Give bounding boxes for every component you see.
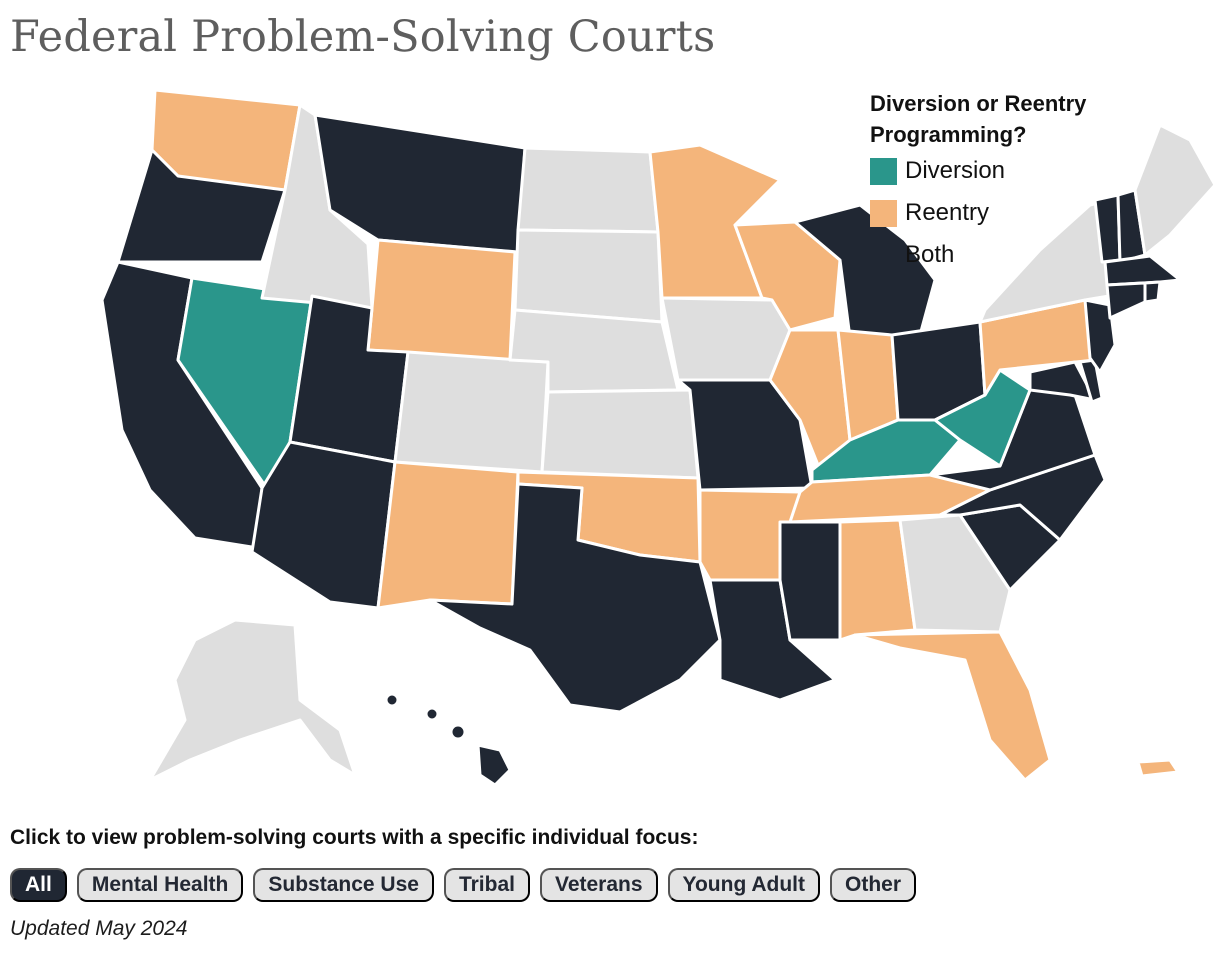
filter-button-substance-use[interactable]: Substance Use <box>253 868 434 902</box>
state-florida[interactable] <box>853 630 1052 782</box>
state-kansas[interactable] <box>540 388 700 480</box>
legend-item-both: Both <box>870 234 1170 276</box>
legend-label-reentry: Reentry <box>905 199 990 226</box>
legend-swatch-both <box>870 241 897 269</box>
updated-note: Updated May 2024 <box>10 917 188 940</box>
state-hawaii[interactable] <box>476 743 512 787</box>
state-rhode-island[interactable] <box>1143 280 1162 304</box>
state-maryland[interactable] <box>1028 360 1097 402</box>
state-puerto-rico[interactable] <box>1136 758 1180 778</box>
state-north-dakota[interactable] <box>516 146 660 234</box>
state-new-mexico[interactable] <box>376 460 520 610</box>
filter-button-young-adult[interactable]: Young Adult <box>667 868 820 902</box>
legend-label-diversion: Diversion <box>905 157 1006 184</box>
focus-filter-prompt: Click to view problem-solving courts wit… <box>10 826 699 849</box>
filter-button-veterans[interactable]: Veterans <box>539 868 658 902</box>
filter-button-all[interactable]: All <box>10 868 67 902</box>
state-south-dakota[interactable] <box>513 228 664 324</box>
focus-filter-group: All Mental Health Substance Use Tribal V… <box>10 868 917 902</box>
state-hawaii-island-1[interactable] <box>384 692 400 708</box>
state-iowa[interactable] <box>660 296 792 382</box>
state-delaware[interactable] <box>1078 358 1104 404</box>
us-district-map[interactable] <box>0 80 1220 800</box>
state-colorado[interactable] <box>393 350 550 474</box>
map-legend: Diversion or Reentry Programming? Divers… <box>870 88 1170 276</box>
legend-item-reentry: Reentry <box>870 192 1170 234</box>
page-title: Federal Problem-Solving Courts <box>10 12 716 62</box>
state-mississippi[interactable] <box>778 520 842 642</box>
state-wyoming[interactable] <box>366 238 517 362</box>
legend-swatch-reentry <box>870 199 897 227</box>
legend-title: Diversion or Reentry Programming? <box>870 91 1087 147</box>
state-alabama[interactable] <box>838 518 917 642</box>
legend-swatch-diversion <box>870 157 897 185</box>
state-michigan[interactable] <box>793 203 937 340</box>
state-new-jersey[interactable] <box>1083 298 1117 374</box>
state-massachusetts[interactable] <box>1103 254 1182 287</box>
state-hawaii-island-3[interactable] <box>449 723 467 741</box>
filter-button-other[interactable]: Other <box>830 868 917 902</box>
filter-button-tribal[interactable]: Tribal <box>443 868 530 902</box>
state-connecticut[interactable] <box>1105 281 1147 320</box>
legend-label-both: Both <box>905 241 955 268</box>
state-hawaii-island-2[interactable] <box>424 706 440 722</box>
state-alaska[interactable] <box>148 618 357 782</box>
state-maine[interactable] <box>1133 123 1217 257</box>
state-arizona[interactable] <box>250 440 397 610</box>
legend-item-diversion: Diversion <box>870 150 1170 192</box>
state-texas[interactable] <box>428 482 722 714</box>
state-oregon[interactable] <box>116 148 287 264</box>
filter-button-mental-health[interactable]: Mental Health <box>76 868 244 902</box>
